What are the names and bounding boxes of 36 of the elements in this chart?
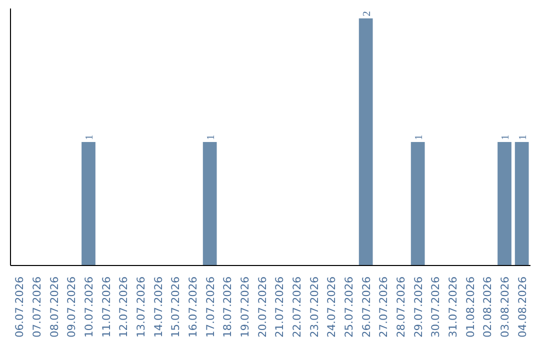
x-tick-label: 01.08.2026 (464, 276, 477, 338)
x-tick-label: 02.08.2026 (481, 276, 494, 338)
x-tick-label: 06.07.2026 (13, 276, 26, 338)
x-tick-label: 18.07.2026 (221, 276, 234, 338)
x-tick-label: 13.07.2026 (134, 276, 148, 338)
data-label: 2 (362, 11, 373, 16)
x-tick-label: 20.07.2026 (256, 276, 269, 338)
data-label: 1 (500, 134, 512, 140)
x-tick-label: 29.07.2026 (412, 276, 425, 338)
data-label: 1 (518, 134, 529, 140)
x-tick-label: 14.07.2026 (152, 276, 165, 338)
x-tick-label: 09.07.2026 (65, 276, 78, 338)
x-tick-label: 26.07.2026 (360, 276, 373, 338)
x-tick-label: 25.07.2026 (342, 276, 356, 338)
x-tick-label: 08.07.2026 (48, 276, 61, 338)
data-label: 1 (414, 134, 425, 140)
x-tick-label: 11.07.2026 (100, 276, 113, 338)
x-tick-label: 28.07.2026 (394, 276, 408, 338)
x-tick-label: 24.07.2026 (325, 276, 338, 338)
x-tick-label: 22.07.2026 (290, 276, 304, 338)
data-label: 1 (84, 134, 96, 140)
x-tick-label: 07.07.2026 (30, 276, 44, 338)
x-tick-label: 03.08.2026 (498, 276, 512, 338)
x-tick-label: 23.07.2026 (308, 276, 321, 338)
x-tick-label: 17.07.2026 (204, 276, 217, 338)
x-tick-label: 19.07.2026 (238, 276, 252, 338)
x-tick-label: 31.07.2026 (446, 276, 460, 338)
data-label: 1 (206, 134, 217, 140)
x-tick-label: 27.07.2026 (377, 276, 390, 338)
x-tick-label: 16.07.2026 (186, 276, 200, 338)
x-tick-label: 21.07.2026 (273, 276, 286, 338)
x-tick-label: 12.07.2026 (117, 276, 130, 338)
x-tick-label: 10.07.2026 (82, 276, 96, 338)
x-tick-label: 30.07.2026 (429, 276, 442, 338)
x-tick-label: 15.07.2026 (169, 276, 182, 338)
x-tick-label: 04.08.2026 (516, 276, 529, 338)
